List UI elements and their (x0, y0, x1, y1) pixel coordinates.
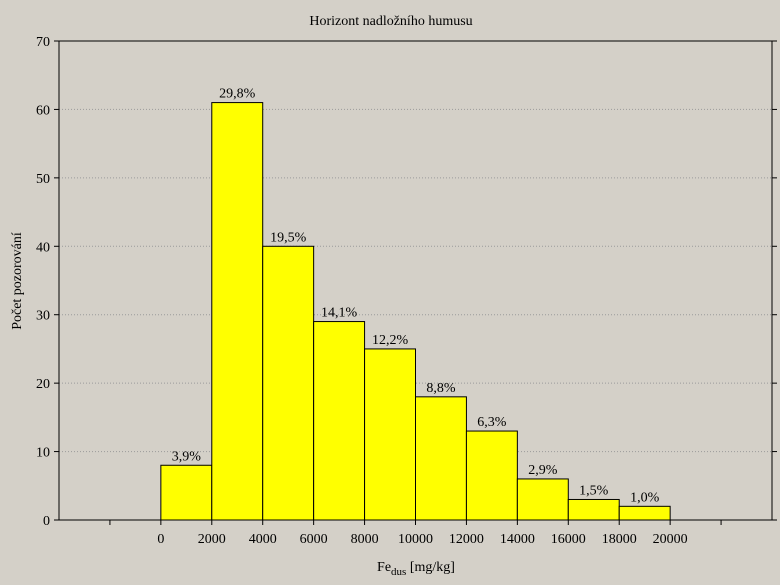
x-axis-label-subscript: dus (391, 566, 406, 578)
x-tick-label: 8000 (351, 532, 379, 547)
y-tick-label: 20 (36, 377, 50, 392)
bar-percent-label: 14,1% (321, 306, 358, 321)
y-tick-label: 10 (36, 446, 50, 461)
bars (160, 102, 671, 521)
x-axis-label-main: Fe (377, 560, 391, 575)
bar-percent-label: 29,8% (219, 87, 256, 102)
x-tick-label: 18000 (602, 532, 637, 547)
histogram-bar (160, 464, 213, 521)
histogram-bar (567, 498, 620, 521)
bar-percent-label: 3,9% (172, 449, 202, 464)
y-tick-label: 0 (43, 514, 50, 529)
y-tick-label: 60 (36, 103, 50, 118)
x-tick-label: 6000 (300, 532, 328, 547)
x-tick-label: 16000 (551, 532, 586, 547)
histogram-bar (262, 245, 315, 521)
histogram-bar (516, 478, 569, 521)
histogram-bar (313, 321, 366, 521)
histogram-bar (364, 348, 417, 521)
chart-title: Horizont nadložního humusu (309, 14, 472, 29)
bar-percent-label: 1,0% (630, 490, 660, 505)
y-tick-label: 70 (36, 35, 50, 50)
x-tick-label: 20000 (653, 532, 688, 547)
y-axis-label: Počet pozorování (10, 232, 25, 330)
histogram-bar (618, 505, 671, 521)
x-tick-label: 14000 (500, 532, 535, 547)
bar-percent-label: 12,2% (372, 333, 409, 348)
histogram-bar (415, 396, 467, 521)
x-tick-label: 4000 (249, 532, 277, 547)
y-tick-label: 40 (36, 240, 50, 255)
bar-percent-label: 6,3% (477, 415, 507, 430)
bar-percent-label: 2,9% (528, 463, 558, 478)
x-axis-label: Fedus [mg/kg] (377, 560, 455, 578)
bar-percent-label: 8,8% (426, 381, 456, 396)
bar-percent-label: 19,5% (270, 230, 307, 245)
x-axis-ticks: 0 2000 4000 6000 8000 10000 12000 14000 16000 180… (109, 520, 722, 547)
histogram-bar (211, 102, 264, 521)
y-tick-label: 30 (36, 309, 50, 324)
data-labels: 3,9% 29,8% 19,5% 14,1% 12,2% 8,8% 6,3% 2,9% 1,5%… (172, 87, 660, 506)
bar-percent-label: 1,5% (579, 483, 609, 498)
x-axis-label-unit: [mg/kg] (406, 560, 455, 575)
y-tick-label: 50 (36, 172, 50, 187)
x-tick-label: 0 (157, 532, 164, 547)
histogram-bar (465, 430, 518, 521)
x-tick-label: 2000 (198, 532, 226, 547)
x-tick-label: 12000 (449, 532, 484, 547)
y-axis-ticks: 0 10 20 30 40 50 60 70 (36, 35, 777, 529)
grid-lines (59, 108, 772, 453)
x-tick-label: 10000 (398, 532, 433, 547)
